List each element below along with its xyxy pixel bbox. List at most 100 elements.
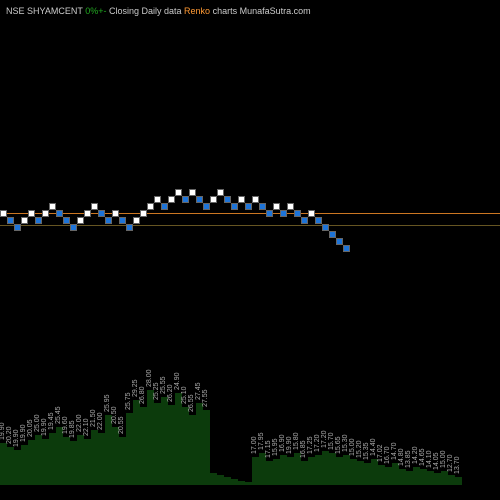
renko-brick bbox=[217, 189, 224, 196]
volume-label: 14.80 bbox=[398, 448, 405, 466]
volume-label: 22.10 bbox=[83, 418, 90, 436]
volume-label: 22.00 bbox=[97, 412, 104, 430]
volume-bar bbox=[189, 415, 196, 485]
volume-bar bbox=[217, 475, 224, 485]
renko-brick bbox=[245, 203, 252, 210]
volume-bar bbox=[231, 479, 238, 485]
volume-bar bbox=[455, 477, 462, 485]
volume-bar bbox=[413, 467, 420, 485]
volume-label: 28.00 bbox=[146, 369, 153, 387]
volume-bar bbox=[70, 441, 77, 485]
renko-brick bbox=[105, 217, 112, 224]
renko-brick bbox=[287, 203, 294, 210]
volume-bar bbox=[280, 455, 287, 485]
volume-bar bbox=[406, 471, 413, 485]
volume-label: 16.90 bbox=[279, 434, 286, 452]
renko-chart bbox=[0, 180, 500, 280]
renko-brick bbox=[7, 217, 14, 224]
renko-brick bbox=[56, 210, 63, 217]
volume-bar bbox=[154, 403, 161, 485]
renko-brick bbox=[140, 210, 147, 217]
renko-brick bbox=[280, 210, 287, 217]
renko-brick bbox=[231, 203, 238, 210]
volume-bar bbox=[168, 405, 175, 485]
volume-label: 17.00 bbox=[251, 436, 258, 454]
volume-bar bbox=[98, 433, 105, 485]
renko-brick bbox=[70, 224, 77, 231]
volume-label: 15.00 bbox=[349, 438, 356, 456]
volume-label: 29.25 bbox=[132, 379, 139, 397]
volume-label: 14.65 bbox=[419, 448, 426, 466]
chart-container: 19.9020.2019.9019.9020.0525.0019.9019.45… bbox=[0, 0, 500, 500]
volume-label: 14.05 bbox=[433, 452, 440, 470]
volume-label: 20.20 bbox=[6, 426, 13, 444]
volume-label: 19.60 bbox=[62, 416, 69, 434]
volume-bar bbox=[308, 457, 315, 485]
renko-brick bbox=[301, 217, 308, 224]
volume-bar bbox=[273, 459, 280, 485]
renko-brick bbox=[343, 245, 350, 252]
renko-brick bbox=[63, 217, 70, 224]
volume-bar bbox=[210, 473, 217, 485]
renko-brick bbox=[189, 189, 196, 196]
renko-brick bbox=[266, 210, 273, 217]
volume-bar bbox=[322, 451, 329, 485]
volume-label: 13.85 bbox=[405, 450, 412, 468]
volume-label: 19.85 bbox=[69, 420, 76, 438]
volume-bar bbox=[364, 463, 371, 485]
volume-bar bbox=[343, 455, 350, 485]
volume-label: 25.55 bbox=[160, 376, 167, 394]
renko-brick bbox=[224, 196, 231, 203]
renko-brick bbox=[336, 238, 343, 245]
renko-brick bbox=[294, 210, 301, 217]
volume-label: 15.20 bbox=[356, 440, 363, 458]
volume-label: 22.00 bbox=[76, 414, 83, 432]
volume-bar bbox=[196, 403, 203, 485]
renko-brick bbox=[238, 196, 245, 203]
renko-brick bbox=[161, 203, 168, 210]
volume-bar bbox=[441, 471, 448, 485]
renko-brick bbox=[196, 196, 203, 203]
volume-label: 26.80 bbox=[139, 386, 146, 404]
volume-bar bbox=[329, 453, 336, 485]
volume-label: 26.20 bbox=[167, 384, 174, 402]
volume-label: 19.90 bbox=[41, 418, 48, 436]
renko-brick bbox=[315, 217, 322, 224]
volume-bar bbox=[56, 427, 63, 485]
volume-bar bbox=[182, 407, 189, 485]
volume-label: 25.45 bbox=[55, 406, 62, 424]
renko-brick bbox=[133, 217, 140, 224]
volume-bar bbox=[266, 461, 273, 485]
volume-bar bbox=[427, 471, 434, 485]
volume-bar bbox=[224, 477, 231, 485]
volume-label: 20.50 bbox=[111, 406, 118, 424]
volume-bar bbox=[105, 415, 112, 485]
volume-label: 19.90 bbox=[20, 424, 27, 442]
renko-brick bbox=[98, 210, 105, 217]
volume-bar bbox=[77, 435, 84, 485]
volume-bar bbox=[336, 457, 343, 485]
renko-brick bbox=[203, 203, 210, 210]
volume-bar bbox=[147, 390, 154, 485]
renko-brick bbox=[0, 210, 7, 217]
renko-brick bbox=[21, 217, 28, 224]
renko-brick bbox=[259, 203, 266, 210]
volume-label: 25.95 bbox=[104, 394, 111, 412]
volume-label: 17.20 bbox=[314, 434, 321, 452]
volume-label: 27.55 bbox=[202, 389, 209, 407]
volume-label: 17.25 bbox=[307, 436, 314, 454]
volume-bar bbox=[35, 435, 42, 485]
volume-bar bbox=[301, 461, 308, 485]
volume-bar bbox=[371, 459, 378, 485]
renko-brick bbox=[322, 224, 329, 231]
volume-label: 15.35 bbox=[363, 442, 370, 460]
volume-chart: 19.9020.2019.9019.9020.0525.0019.9019.45… bbox=[0, 365, 500, 485]
volume-label: 14.70 bbox=[391, 442, 398, 460]
renko-brick bbox=[175, 189, 182, 196]
volume-label: 20.05 bbox=[27, 419, 34, 437]
renko-brick bbox=[35, 217, 42, 224]
renko-brick bbox=[252, 196, 259, 203]
volume-bar bbox=[7, 447, 14, 485]
volume-label: 25.25 bbox=[153, 382, 160, 400]
renko-brick bbox=[329, 231, 336, 238]
